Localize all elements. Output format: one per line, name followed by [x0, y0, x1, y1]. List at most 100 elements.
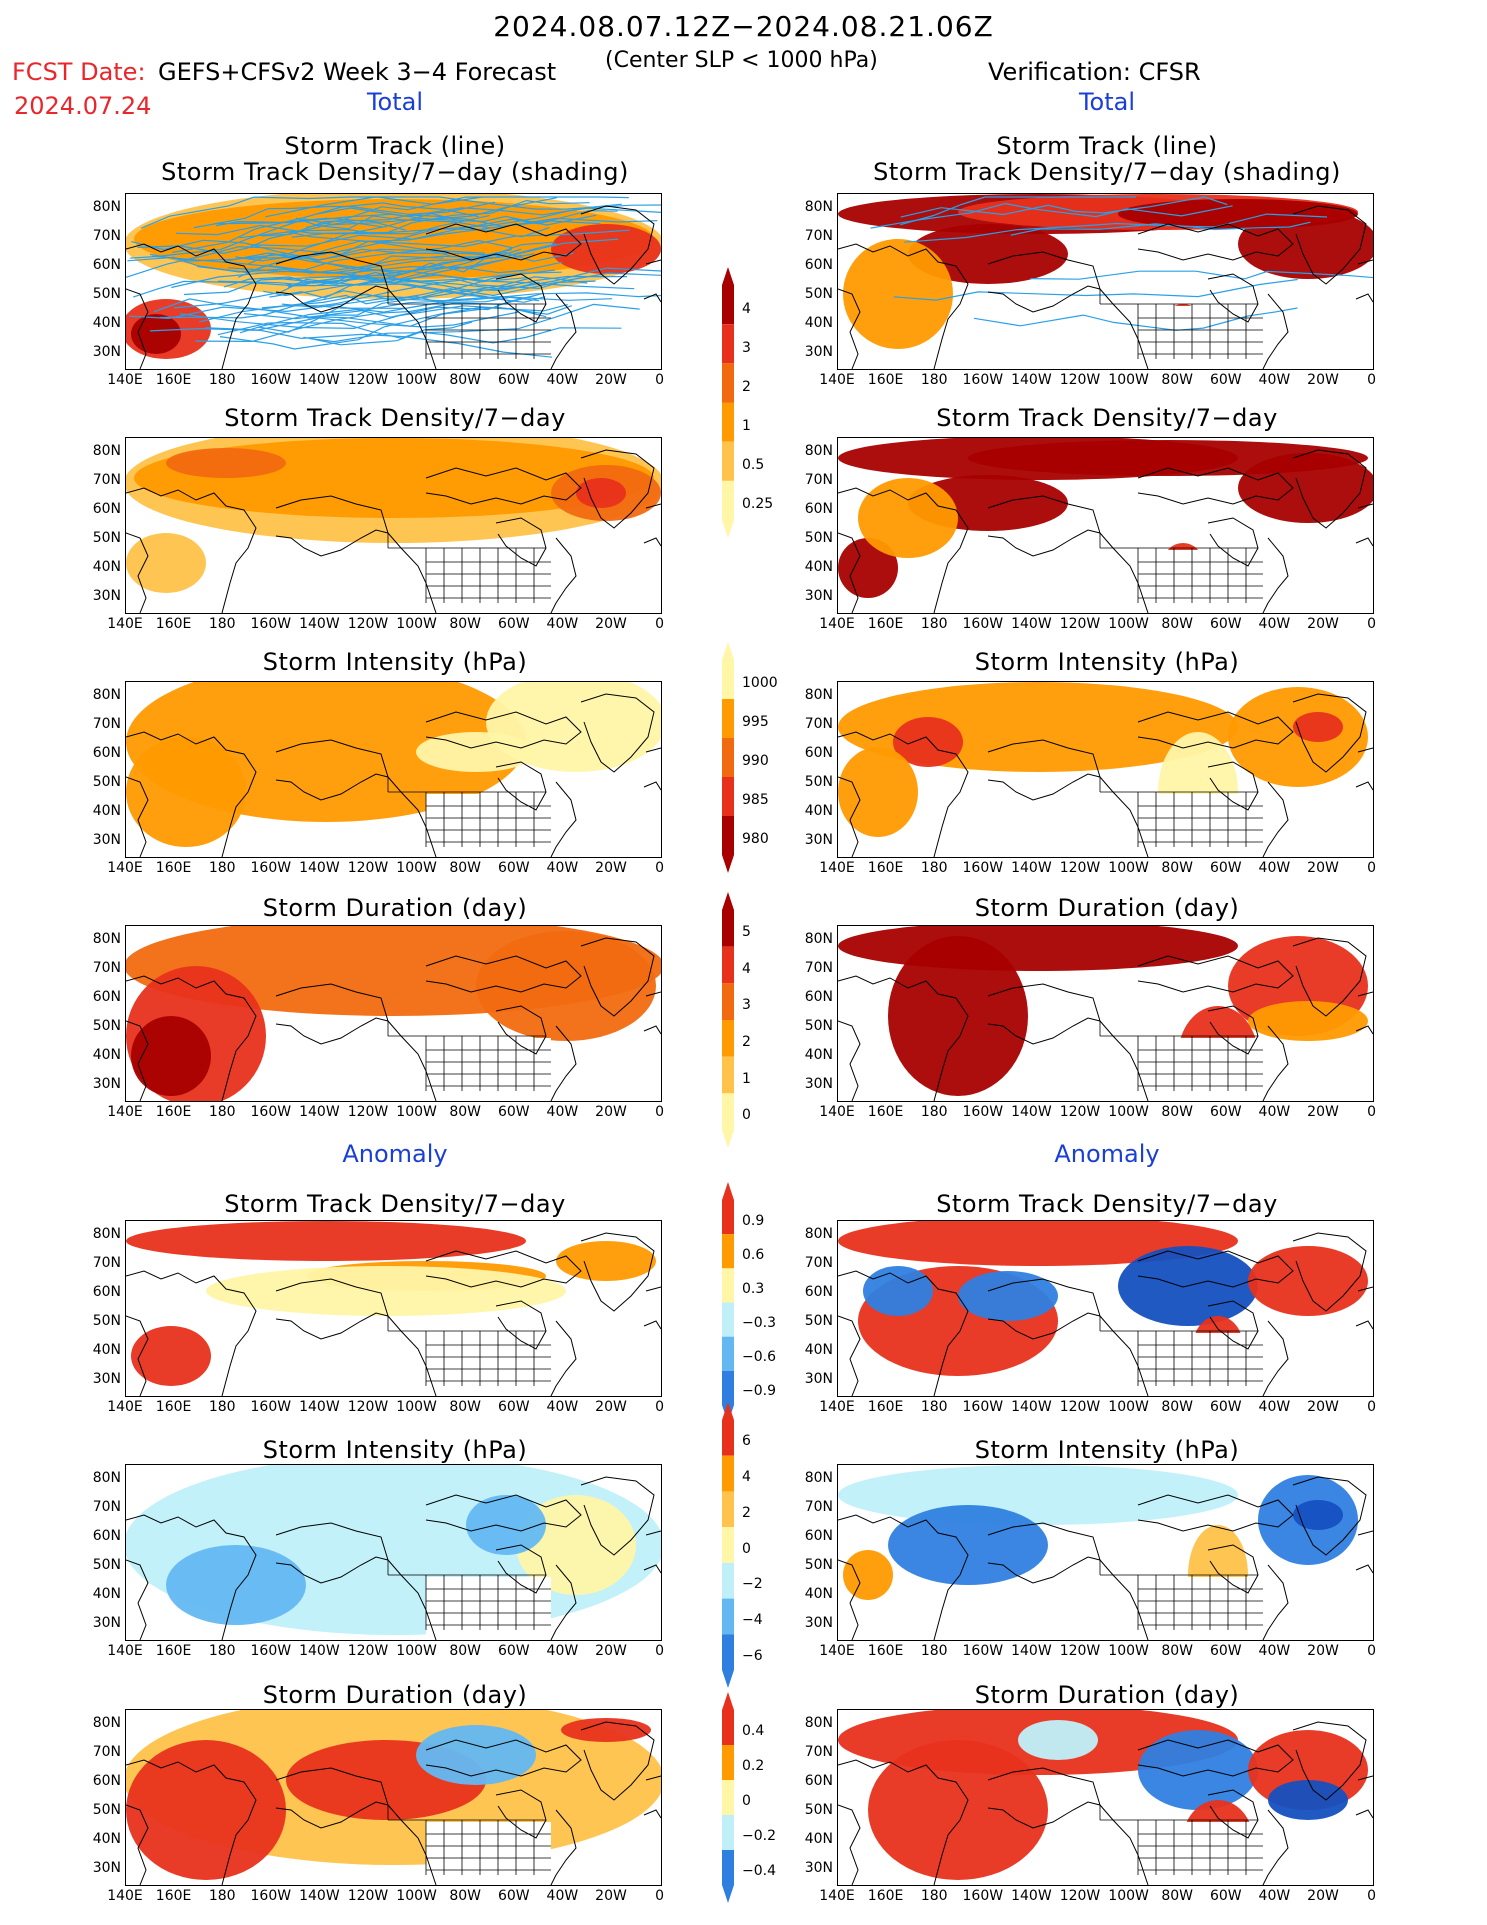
title-track-line-right: Storm Track (line)	[996, 132, 1218, 160]
colorbar-tick-label: 1	[742, 418, 751, 434]
lon-tick-label: 60W	[1209, 1104, 1242, 1120]
colorbar-tick-label: 0	[742, 1540, 751, 1557]
lat-tick-label: 60N	[804, 989, 833, 1005]
lon-tick-label: 160W	[962, 860, 1004, 876]
lon-tick-label: 140E	[107, 372, 143, 388]
lon-tick-label: 20W	[595, 1888, 627, 1904]
lon-tick-label: 40W	[546, 1888, 579, 1904]
map-canvas	[126, 194, 661, 369]
colorbar-tick-label: 995	[742, 714, 769, 731]
lat-tick-label: 50N	[92, 530, 121, 546]
lat-tick-label: 70N	[92, 960, 121, 976]
lon-tick-label: 40W	[1258, 1104, 1291, 1120]
colorbar-tick-label: 985	[742, 792, 769, 809]
map-anomaly-density-verification	[837, 1220, 1374, 1397]
lon-tick-label: 0	[1367, 1888, 1377, 1904]
map-anomaly-intensity-verification	[837, 1464, 1374, 1641]
shading-region	[843, 239, 953, 349]
lon-tick-label: 140W	[299, 1399, 340, 1415]
lat-tick-label: 40N	[92, 315, 121, 331]
lon-tick-label: 20W	[595, 1643, 627, 1659]
colorbar-swatch	[722, 480, 734, 520]
lon-tick-label: 160W	[250, 1104, 292, 1120]
colorbar-arrow	[722, 520, 734, 538]
lon-tick-label: 0	[1367, 1643, 1377, 1659]
lon-tick-label: 100W	[396, 616, 437, 632]
lat-tick-label: 80N	[92, 443, 121, 459]
shading-region	[838, 1465, 1238, 1525]
lon-tick-label: 140W	[299, 1888, 340, 1904]
lon-tick-label: 160W	[250, 1888, 292, 1904]
colorbar-swatch	[722, 1527, 734, 1563]
lon-tick-label: 0	[1367, 1399, 1377, 1415]
storm-track-lines	[870, 196, 1373, 331]
lat-tick-label: 70N	[804, 716, 833, 732]
lon-tick-label: 60W	[497, 1888, 530, 1904]
lon-tick-label: 140W	[299, 372, 340, 388]
title-track-density-shading-right: Storm Track Density/7−day (shading)	[873, 158, 1341, 186]
lon-tick-label: 140E	[819, 1104, 855, 1120]
colorbar-swatch	[722, 1268, 734, 1303]
lon-tick-label: 40W	[1258, 1399, 1291, 1415]
lat-tick-label: 40N	[804, 315, 833, 331]
lon-tick-label: 100W	[396, 1104, 437, 1120]
lon-tick-label: 140W	[1011, 372, 1052, 388]
lon-tick-label: 120W	[1059, 1104, 1101, 1120]
lon-tick-label: 40W	[546, 860, 579, 876]
lon-tick-label: 120W	[347, 616, 389, 632]
lon-tick-label: 40W	[1258, 860, 1291, 876]
lat-tick-label: 70N	[92, 472, 121, 488]
shading-region	[561, 1718, 651, 1742]
map-canvas	[126, 1221, 661, 1396]
lon-tick-label: 60W	[497, 1643, 530, 1659]
lat-tick-label: 50N	[92, 286, 121, 302]
lon-tick-label: 60W	[1209, 372, 1242, 388]
colorbar-swatch	[722, 1745, 734, 1780]
lat-tick-label: 80N	[804, 1226, 833, 1242]
lon-tick-label: 160E	[155, 860, 192, 876]
lon-tick-label: 180	[208, 1399, 236, 1415]
lat-tick-label: 70N	[92, 1255, 121, 1271]
lat-tick-label: 50N	[804, 530, 833, 546]
lon-tick-label: 20W	[1307, 1399, 1339, 1415]
lat-tick-label: 40N	[92, 1831, 121, 1847]
lon-tick-label: 80W	[1161, 1643, 1194, 1659]
lon-tick-label: 160W	[250, 860, 292, 876]
colorbar-tick-label: 5	[742, 924, 751, 940]
title-anom-intensity-right: Storm Intensity (hPa)	[974, 1436, 1240, 1464]
colorbar-swatch	[722, 1420, 734, 1456]
map-canvas	[838, 1221, 1373, 1396]
lon-tick-label: 60W	[1209, 860, 1242, 876]
colorbar-swatch	[722, 1491, 734, 1528]
shading-region	[126, 1740, 286, 1880]
shading-region	[576, 478, 626, 508]
lon-tick-label: 140W	[299, 860, 340, 876]
lon-tick-label: 80W	[449, 616, 482, 632]
lon-tick-label: 100W	[1108, 1104, 1149, 1120]
map-total-track-forecast	[125, 193, 662, 370]
colorbar-swatch	[722, 699, 734, 738]
lon-tick-label: 60W	[1209, 1399, 1242, 1415]
lat-tick-label: 80N	[92, 1470, 121, 1486]
colorbar-arrow	[722, 267, 734, 285]
lat-tick-label: 60N	[92, 989, 121, 1005]
title-duration-right: Storm Duration (day)	[974, 894, 1240, 922]
lat-tick-label: 30N	[92, 1615, 121, 1631]
lon-tick-label: 80W	[449, 1399, 482, 1415]
title-anom-duration-right: Storm Duration (day)	[974, 1681, 1240, 1709]
lon-tick-label: 20W	[595, 372, 627, 388]
shading-region	[206, 1266, 566, 1316]
shading-region	[476, 931, 656, 1041]
lat-tick-label: 80N	[804, 443, 833, 459]
lon-tick-label: 180	[208, 1888, 236, 1904]
lon-tick-label: 160W	[962, 1104, 1004, 1120]
lon-tick-label: 80W	[449, 372, 482, 388]
colorbar-tick-label: −0.4	[742, 1863, 776, 1879]
lon-tick-label: 80W	[1161, 1888, 1194, 1904]
lon-tick-label: 80W	[1161, 1399, 1194, 1415]
lon-tick-label: 20W	[1307, 1888, 1339, 1904]
colorbar-swatch	[722, 441, 734, 481]
title-intensity-left: Storm Intensity (hPa)	[262, 648, 528, 676]
colorbar-tick-label: 0.6	[742, 1246, 765, 1263]
section-label-anomaly-right: Anomaly	[1054, 1140, 1160, 1168]
